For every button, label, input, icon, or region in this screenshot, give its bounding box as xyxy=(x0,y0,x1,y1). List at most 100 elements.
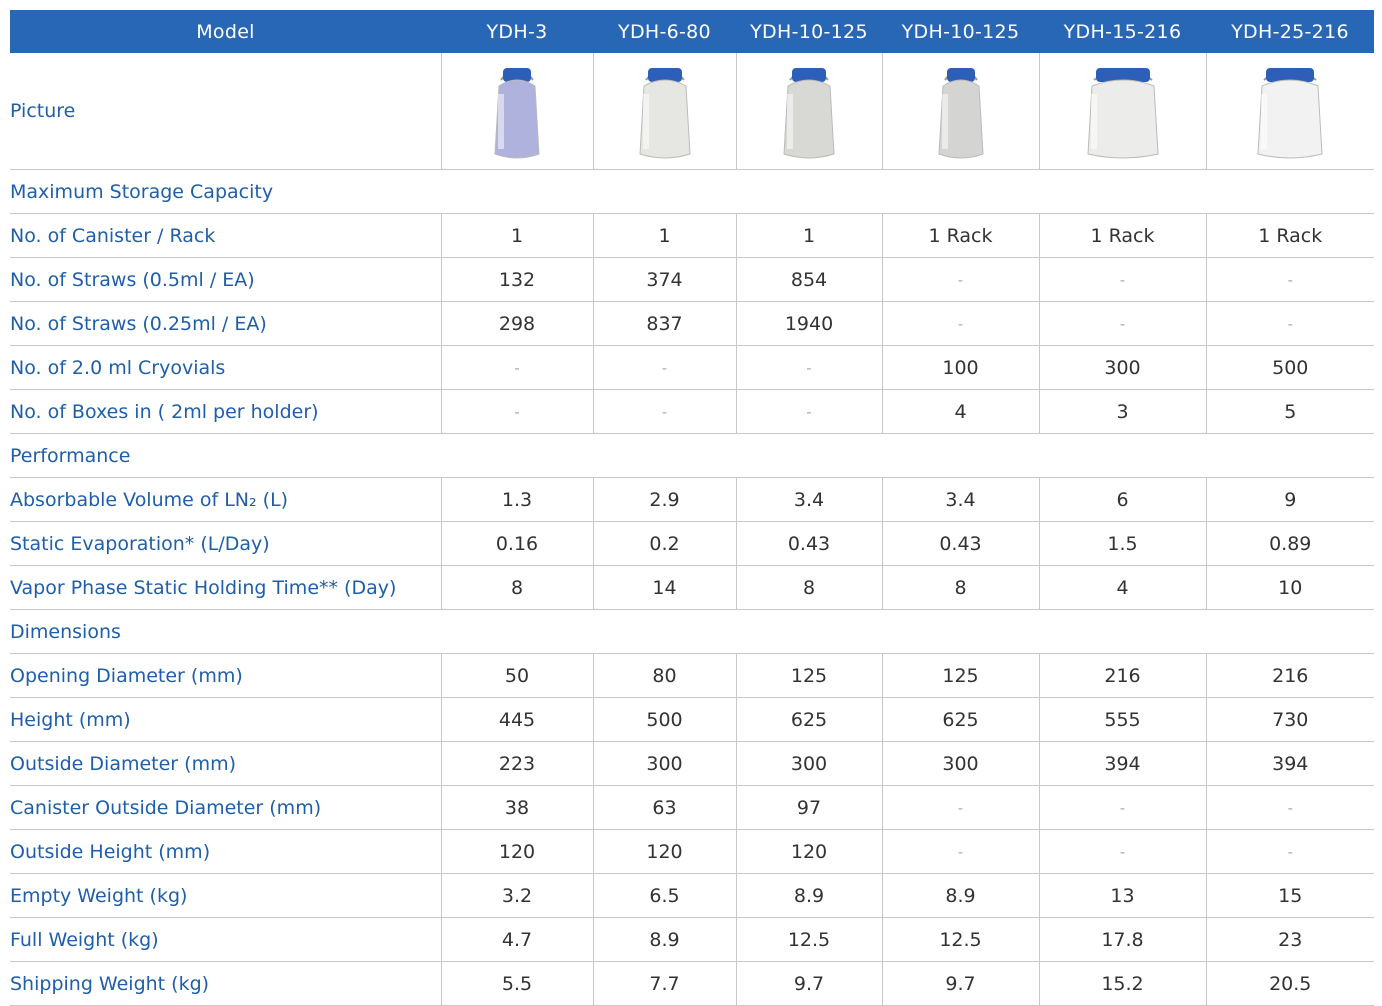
value-cell: 3 xyxy=(1039,390,1206,434)
picture-cell xyxy=(882,53,1039,170)
row-label: No. of Canister / Rack xyxy=(10,214,441,258)
row-label: No. of 2.0 ml Cryovials xyxy=(10,346,441,390)
dewar-image xyxy=(911,54,1011,164)
value-cell: - xyxy=(1206,258,1374,302)
value-cell: - xyxy=(1206,830,1374,874)
value-cell: 500 xyxy=(593,698,736,742)
picture-cell xyxy=(1206,53,1374,170)
value-cell: 3.4 xyxy=(736,478,882,522)
value-cell: 23 xyxy=(1206,918,1374,962)
value-cell: - xyxy=(441,390,593,434)
value-cell: 5 xyxy=(1206,390,1374,434)
value-cell: 38 xyxy=(441,786,593,830)
header-cell: YDH-10-125 xyxy=(736,10,882,53)
value-cell: 854 xyxy=(736,258,882,302)
row-label: Canister Outside Diameter (mm) xyxy=(10,786,441,830)
value-cell: - xyxy=(441,346,593,390)
value-cell: 4 xyxy=(1039,566,1206,610)
row-label: No. of Straws (0.25ml / EA) xyxy=(10,302,441,346)
header-cell: Model xyxy=(10,10,441,53)
value-cell: - xyxy=(882,830,1039,874)
dewar-image xyxy=(467,54,567,164)
row-label: Static Evaporation* (L/Day) xyxy=(10,522,441,566)
row-label: Empty Weight (kg) xyxy=(10,874,441,918)
value-cell: - xyxy=(882,258,1039,302)
section-label: Maximum Storage Capacity xyxy=(10,170,1374,214)
row-label: Height (mm) xyxy=(10,698,441,742)
value-cell: 1.3 xyxy=(441,478,593,522)
value-cell: 120 xyxy=(441,830,593,874)
row-label: Full Weight (kg) xyxy=(10,918,441,962)
value-cell: 12.5 xyxy=(736,918,882,962)
value-cell: 445 xyxy=(441,698,593,742)
value-cell: 500 xyxy=(1206,346,1374,390)
value-cell: 3.2 xyxy=(441,874,593,918)
value-cell: 1940 xyxy=(736,302,882,346)
picture-cell xyxy=(736,53,882,170)
value-cell: 300 xyxy=(882,742,1039,786)
value-cell: 1.5 xyxy=(1039,522,1206,566)
value-cell: 216 xyxy=(1206,654,1374,698)
value-cell: 1 Rack xyxy=(882,214,1039,258)
value-cell: 1 Rack xyxy=(1039,214,1206,258)
value-cell: 394 xyxy=(1206,742,1374,786)
value-cell: 300 xyxy=(736,742,882,786)
value-cell: 0.2 xyxy=(593,522,736,566)
dewar-image xyxy=(615,54,715,164)
value-cell: - xyxy=(1039,830,1206,874)
value-cell: - xyxy=(1039,258,1206,302)
value-cell: 1 xyxy=(593,214,736,258)
value-cell: 8 xyxy=(736,566,882,610)
value-cell: 1 xyxy=(441,214,593,258)
value-cell: 300 xyxy=(1039,346,1206,390)
picture-cell xyxy=(1039,53,1206,170)
value-cell: - xyxy=(1206,302,1374,346)
value-cell: 223 xyxy=(441,742,593,786)
value-cell: 837 xyxy=(593,302,736,346)
value-cell: 1 Rack xyxy=(1206,214,1374,258)
value-cell: - xyxy=(1039,302,1206,346)
header-cell: YDH-3 xyxy=(441,10,593,53)
picture-cell xyxy=(593,53,736,170)
value-cell: 298 xyxy=(441,302,593,346)
body: {"header": ["Model", "YDH-3", "YDH-6-80"… xyxy=(0,0,1382,999)
value-cell: 8.9 xyxy=(736,874,882,918)
row-label: Opening Diameter (mm) xyxy=(10,654,441,698)
value-cell: 0.16 xyxy=(441,522,593,566)
value-cell: 300 xyxy=(593,742,736,786)
value-cell: 15 xyxy=(1206,874,1374,918)
value-cell: 8 xyxy=(441,566,593,610)
header-cell: YDH-15-216 xyxy=(1039,10,1206,53)
value-cell: 730 xyxy=(1206,698,1374,742)
value-cell: 14 xyxy=(593,566,736,610)
value-cell: - xyxy=(593,390,736,434)
value-cell: 80 xyxy=(593,654,736,698)
row-label: Outside Diameter (mm) xyxy=(10,742,441,786)
value-cell: 120 xyxy=(593,830,736,874)
value-cell: 6 xyxy=(1039,478,1206,522)
value-cell: - xyxy=(882,786,1039,830)
value-cell: 625 xyxy=(882,698,1039,742)
value-cell: 2.9 xyxy=(593,478,736,522)
value-cell: 97 xyxy=(736,786,882,830)
value-cell: 50 xyxy=(441,654,593,698)
value-cell: 8 xyxy=(882,566,1039,610)
value-cell: - xyxy=(1206,786,1374,830)
value-cell: 4.7 xyxy=(441,918,593,962)
value-cell: 0.43 xyxy=(882,522,1039,566)
data-row: Dimensions xyxy=(10,610,1374,654)
row-label: No. of Boxes in ( 2ml per holder) xyxy=(10,390,441,434)
value-cell: 555 xyxy=(1039,698,1206,742)
value-cell: - xyxy=(882,302,1039,346)
value-cell: - xyxy=(593,346,736,390)
